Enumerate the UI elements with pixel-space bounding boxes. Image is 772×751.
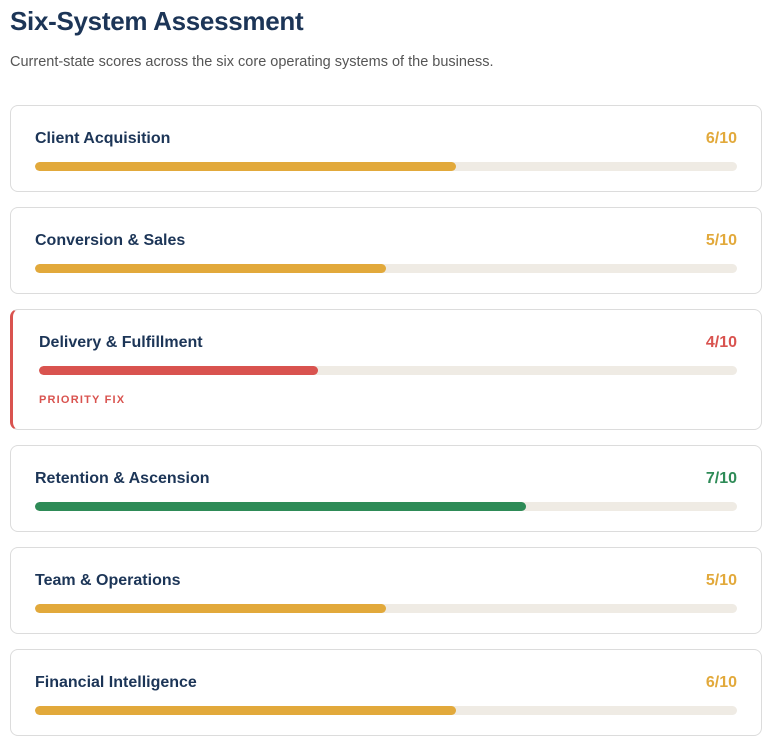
system-card-header: Delivery & Fulfillment 4/10: [39, 333, 737, 353]
system-card-delivery-fulfillment: Delivery & Fulfillment 4/10 PRIORITY FIX: [10, 309, 762, 430]
system-score: 5/10: [705, 572, 737, 589]
score-bar-track: [35, 706, 737, 715]
score-bar-fill: [35, 162, 457, 171]
score-bar-fill: [39, 366, 319, 375]
score-bar-fill: [35, 706, 457, 715]
score-bar-track: [35, 604, 737, 613]
score-bar-track: [35, 502, 737, 511]
page-subtitle: Current-state scores across the six core…: [10, 54, 494, 70]
system-card-header: Client Acquisition 6/10: [35, 129, 737, 149]
system-card-header: Conversion & Sales 5/10: [35, 231, 737, 251]
priority-fix-badge: PRIORITY FIX: [39, 394, 126, 406]
system-card-team-operations: Team & Operations 5/10: [10, 547, 762, 634]
system-label: Delivery & Fulfillment: [39, 334, 203, 351]
system-card-retention-ascension: Retention & Ascension 7/10: [10, 445, 762, 532]
score-bar-track: [35, 162, 737, 171]
score-bar-fill: [35, 264, 386, 273]
system-label: Conversion & Sales: [35, 232, 186, 249]
system-label: Client Acquisition: [35, 130, 171, 147]
score-bar-fill: [35, 604, 386, 613]
page-title: Six-System Assessment: [10, 6, 304, 36]
system-card-conversion-sales: Conversion & Sales 5/10: [10, 207, 762, 294]
system-score: 6/10: [705, 674, 737, 691]
system-card-header: Retention & Ascension 7/10: [35, 469, 737, 489]
system-label: Team & Operations: [35, 572, 181, 589]
system-card-header: Team & Operations 5/10: [35, 571, 737, 591]
system-score-list: Client Acquisition 6/10 Conversion & Sal…: [10, 105, 762, 751]
score-bar-track: [39, 366, 737, 375]
system-card-header: Financial Intelligence 6/10: [35, 673, 737, 693]
system-label: Financial Intelligence: [35, 674, 197, 691]
score-bar-fill: [35, 502, 527, 511]
system-score: 7/10: [705, 470, 737, 487]
system-card-client-acquisition: Client Acquisition 6/10: [10, 105, 762, 192]
system-score: 6/10: [705, 130, 737, 147]
system-label: Retention & Ascension: [35, 470, 210, 487]
system-score: 4/10: [705, 334, 737, 351]
system-score: 5/10: [705, 232, 737, 249]
score-bar-track: [35, 264, 737, 273]
system-card-financial-intelligence: Financial Intelligence 6/10: [10, 649, 762, 736]
